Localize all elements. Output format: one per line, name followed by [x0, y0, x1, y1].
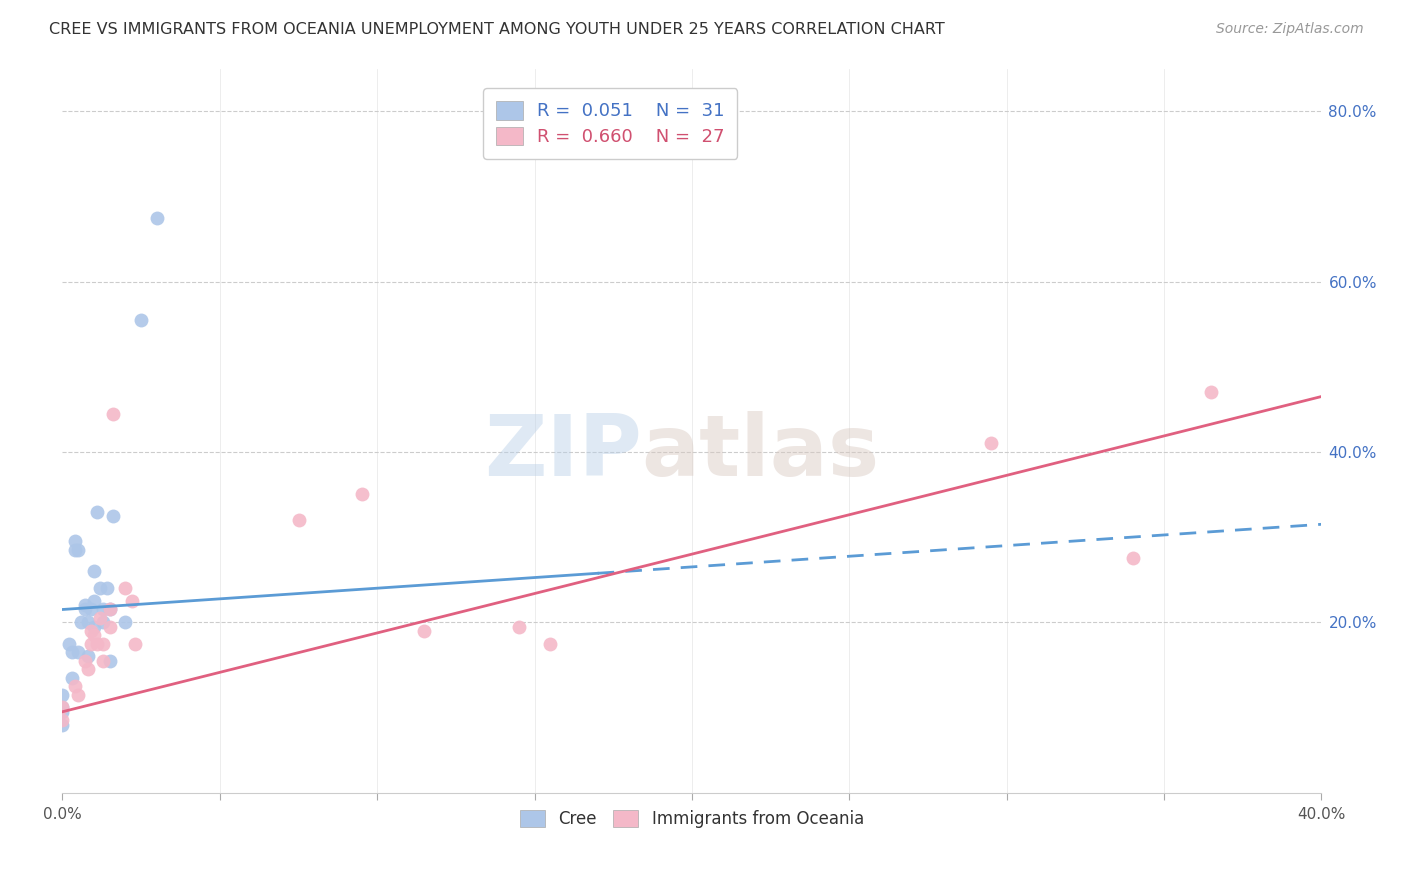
Point — [63, 679, 86, 693]
Text: atlas: atlas — [641, 411, 880, 494]
Point — [98, 602, 121, 616]
Point — [83, 619, 105, 633]
Point — [51, 713, 73, 727]
Point — [1122, 551, 1144, 566]
Text: ZIP: ZIP — [484, 411, 641, 494]
Point — [51, 717, 73, 731]
Point — [73, 599, 96, 613]
Point — [80, 602, 103, 616]
Text: Source: ZipAtlas.com: Source: ZipAtlas.com — [1216, 22, 1364, 37]
Point — [98, 602, 121, 616]
Point — [98, 619, 121, 633]
Point — [101, 508, 124, 523]
Point — [51, 705, 73, 719]
Point — [124, 636, 146, 650]
Point — [89, 581, 111, 595]
Point — [76, 649, 98, 664]
Point — [83, 628, 105, 642]
Point — [96, 581, 118, 595]
Point — [86, 636, 108, 650]
Point — [80, 636, 103, 650]
Point — [121, 594, 143, 608]
Point — [67, 645, 90, 659]
Legend: Cree, Immigrants from Oceania: Cree, Immigrants from Oceania — [513, 804, 870, 835]
Point — [86, 504, 108, 518]
Point — [83, 564, 105, 578]
Point — [60, 671, 83, 685]
Point — [73, 654, 96, 668]
Text: CREE VS IMMIGRANTS FROM OCEANIA UNEMPLOYMENT AMONG YOUTH UNDER 25 YEARS CORRELAT: CREE VS IMMIGRANTS FROM OCEANIA UNEMPLOY… — [49, 22, 945, 37]
Point — [58, 636, 80, 650]
Point — [114, 581, 136, 595]
Point — [76, 662, 98, 676]
Point — [67, 542, 90, 557]
Point — [83, 594, 105, 608]
Point — [508, 619, 530, 633]
Point — [98, 654, 121, 668]
Point — [350, 487, 373, 501]
Point — [51, 700, 73, 714]
Point — [51, 700, 73, 714]
Point — [287, 513, 309, 527]
Point — [93, 615, 115, 630]
Point — [980, 436, 1002, 450]
Point — [538, 636, 561, 650]
Point — [63, 534, 86, 549]
Point — [129, 313, 152, 327]
Point — [80, 624, 103, 638]
Point — [93, 602, 115, 616]
Point — [413, 624, 436, 638]
Point — [63, 542, 86, 557]
Point — [60, 645, 83, 659]
Point — [70, 615, 93, 630]
Point — [1201, 385, 1223, 400]
Point — [93, 636, 115, 650]
Point — [89, 611, 111, 625]
Point — [146, 211, 169, 225]
Point — [67, 688, 90, 702]
Point — [114, 615, 136, 630]
Point — [101, 407, 124, 421]
Point — [73, 602, 96, 616]
Point — [93, 654, 115, 668]
Point — [51, 688, 73, 702]
Point — [76, 615, 98, 630]
